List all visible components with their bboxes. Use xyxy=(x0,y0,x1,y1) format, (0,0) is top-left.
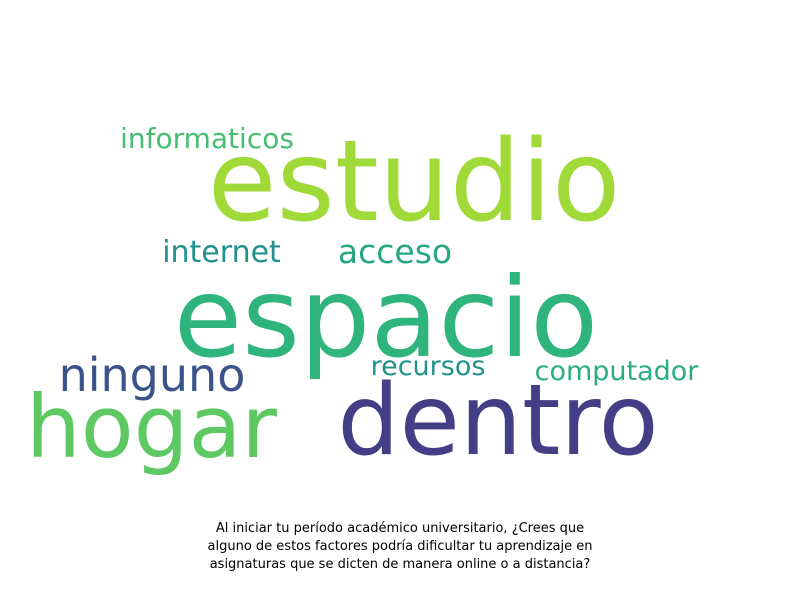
caption-line-3: asignaturas que se dicten de manera onli… xyxy=(209,557,591,572)
word-espacio: espacio xyxy=(173,254,599,383)
caption-line-2: alguno de estos factores podría dificult… xyxy=(207,539,593,554)
word-ninguno: ninguno xyxy=(58,348,246,402)
word-dentro: dentro xyxy=(337,364,659,478)
word-computador: computador xyxy=(534,356,699,387)
word-hogar: hogar xyxy=(26,378,277,479)
figure-caption: Al iniciar tu período académico universi… xyxy=(150,520,650,574)
word-recursos: recursos xyxy=(370,351,486,382)
word-informaticos: informaticos xyxy=(120,122,294,155)
caption-line-1: Al iniciar tu período académico universi… xyxy=(215,521,585,536)
word-acceso: acceso xyxy=(337,232,453,271)
word-estudio: estudio xyxy=(207,117,621,247)
word-internet: internet xyxy=(162,235,281,270)
